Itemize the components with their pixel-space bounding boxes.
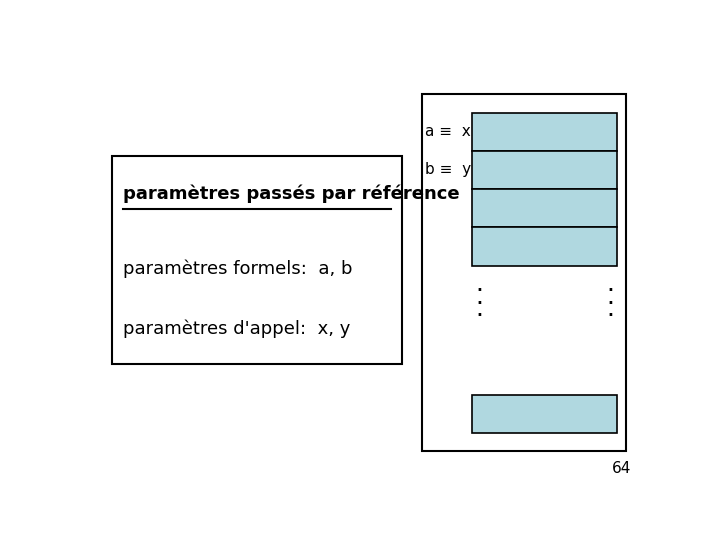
Text: .: . — [475, 272, 483, 296]
Text: .: . — [606, 285, 615, 309]
Text: paramètres formels:  a, b: paramètres formels: a, b — [124, 259, 353, 278]
Text: .: . — [475, 298, 483, 321]
Text: .: . — [606, 298, 615, 321]
Text: .: . — [475, 285, 483, 309]
Text: paramètres d'appel:  x, y: paramètres d'appel: x, y — [124, 320, 351, 338]
FancyBboxPatch shape — [472, 151, 617, 189]
Text: .: . — [606, 272, 615, 296]
Text: paramètres passés par référence: paramètres passés par référence — [124, 185, 460, 203]
Text: b ≡  y: b ≡ y — [425, 163, 471, 178]
FancyBboxPatch shape — [472, 395, 617, 433]
Text: a ≡  x: a ≡ x — [425, 124, 471, 139]
FancyBboxPatch shape — [472, 113, 617, 151]
FancyBboxPatch shape — [472, 189, 617, 227]
FancyBboxPatch shape — [472, 227, 617, 266]
FancyBboxPatch shape — [112, 156, 402, 364]
FancyBboxPatch shape — [422, 94, 626, 451]
Text: 64: 64 — [612, 462, 631, 476]
